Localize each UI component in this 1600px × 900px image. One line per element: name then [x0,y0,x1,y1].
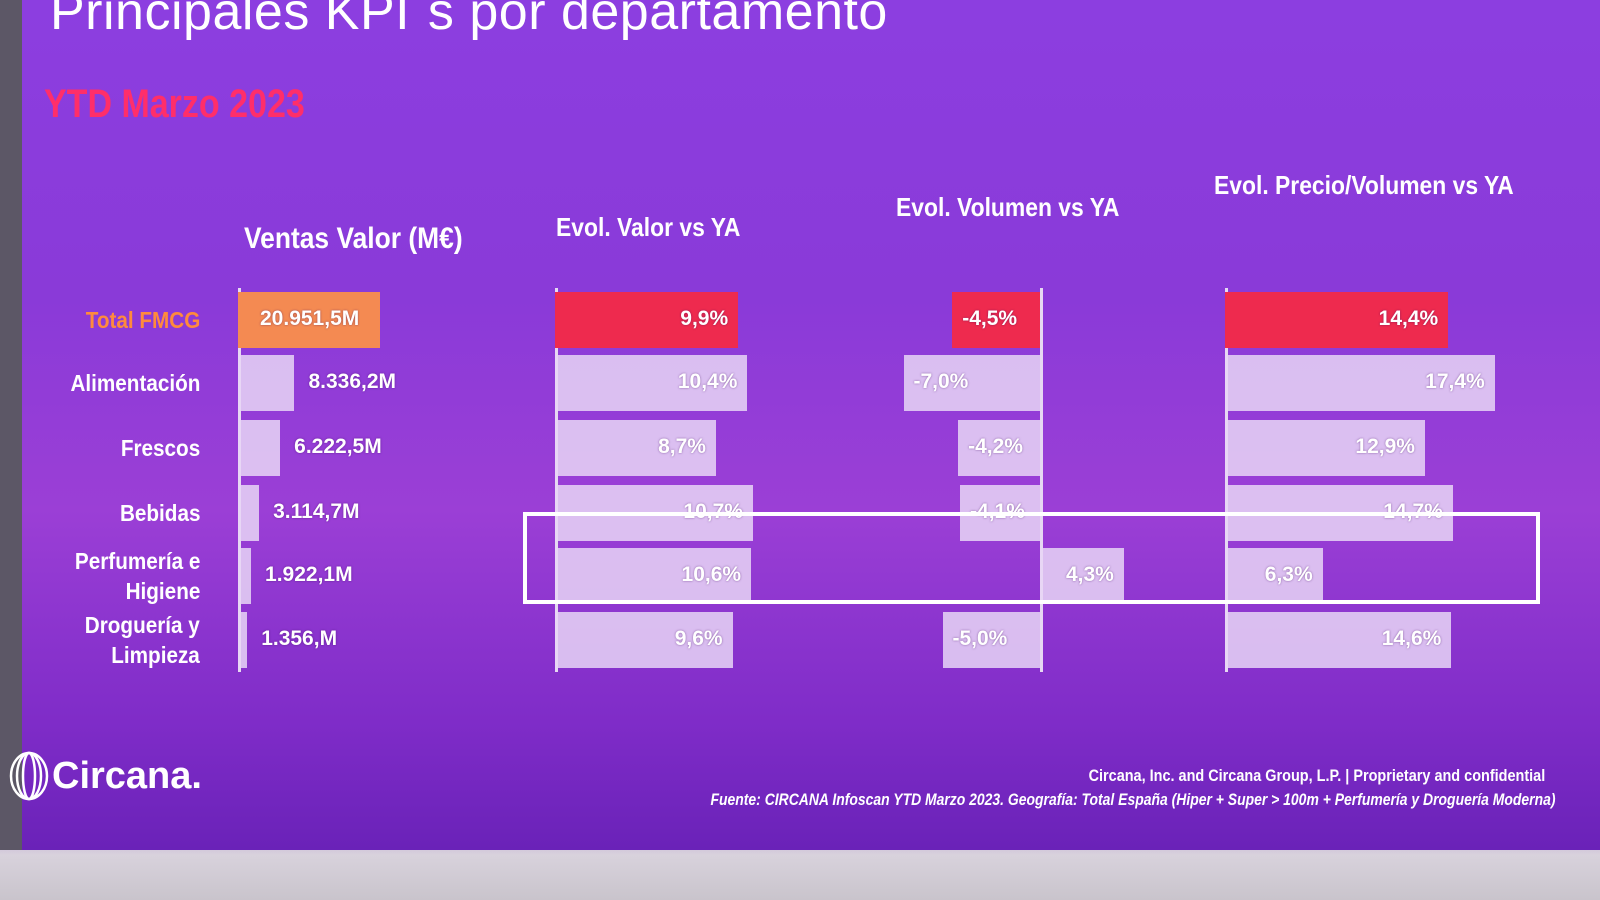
value-label: 14,7% [1383,500,1443,523]
value-label: 10,7% [683,500,743,523]
bar [555,292,739,348]
value-label: 9,9% [680,307,729,330]
circana-logo: Circana. [8,750,202,802]
bar [1225,420,1425,476]
value-label: 10,4% [677,370,738,393]
bar [952,292,1040,348]
row-label-line: Bebidas [119,500,200,526]
axis-line [555,288,558,672]
value-label: -4,1% [970,500,1025,523]
value-label: 8,7% [658,435,706,458]
bar [555,420,716,476]
value-label: 1.922,1M [265,563,353,586]
row-label: Perfumería e Higiene [75,546,200,606]
value-label: -7,0% [913,370,969,393]
bar [958,420,1040,476]
value-label: 3.114,7M [273,500,360,523]
source-note: Fuente: CIRCANA Infoscan YTD Marzo 2023.… [709,790,1555,809]
circana-globe-icon [9,751,49,801]
value-label: 12,9% [1355,435,1415,458]
bar [238,548,252,604]
bar [1225,292,1449,348]
bar [238,420,281,476]
bar [903,355,1040,411]
legal-note: Circana, Inc. and Circana Group, L.P. | … [1088,766,1545,785]
bar [1225,548,1323,604]
row-label: Droguería y Limpieza [85,610,200,670]
row-label-line: Alimentación [70,370,200,396]
axis-line [1225,288,1228,672]
value-label: 6,3% [1264,563,1313,586]
axis-line [1040,288,1043,672]
value-label: -5,0% [952,627,1008,650]
column-header-valor: Evol. Valor vs YA [556,212,741,242]
value-label: 10,6% [681,563,742,586]
value-label: -4,2% [968,435,1023,458]
value-label: 14,4% [1378,307,1439,330]
bar [238,355,295,411]
slide-title: Principales KPI´s por departamento [50,0,888,41]
row-label-line: Total FMCG [85,307,200,333]
value-label: 1.356,M [261,627,338,650]
logo-text: Circana. [52,754,202,797]
bar [1225,612,1452,668]
value-label: 4,3% [1065,563,1114,586]
screen-edge [0,0,22,850]
row-label: Alimentación [70,368,200,398]
row-label-line: Droguería y [84,612,200,638]
row-label: Frescos [121,433,200,463]
bar [555,612,733,668]
bar [1225,355,1495,411]
row-label-line: Limpieza [111,642,200,668]
value-label: 20.951,5M [260,307,360,330]
column-header-ventas: Ventas Valor (M€) [244,222,463,255]
column-header-precio: Evol. Precio/Volumen vs YA [1214,170,1514,200]
highlight-box [523,512,1540,604]
row-label-line: Frescos [120,435,200,461]
bar [555,548,752,604]
slide-subtitle: YTD Marzo 2023 [44,82,305,126]
value-label: 17,4% [1425,370,1485,393]
value-label: 6.222,5M [294,435,382,458]
value-label: 14,6% [1381,627,1442,650]
axis-line [238,288,241,672]
bar [1040,548,1124,604]
bar [238,292,380,348]
row-label-line: Perfumería e [74,548,200,574]
column-header-volumen: Evol. Volumen vs YA [896,192,1120,222]
row-label: Bebidas [119,498,200,528]
row-label-line: Higiene [125,578,200,604]
value-label: -4,5% [962,307,1018,330]
value-label: 8.336,2M [308,370,397,393]
bar [555,355,748,411]
bar [238,485,260,541]
row-label: Total FMCG [85,305,200,335]
value-label: 9,6% [674,627,723,650]
bar [942,612,1040,668]
bar [238,612,248,668]
